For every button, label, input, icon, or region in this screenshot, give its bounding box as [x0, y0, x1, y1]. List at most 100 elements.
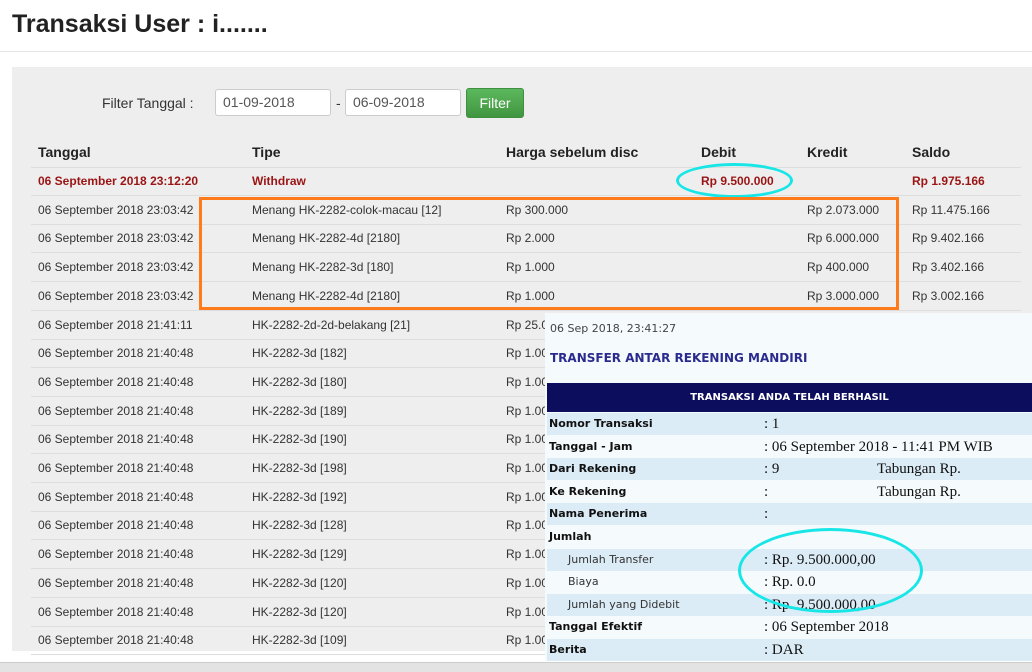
cell-tipe: Withdraw: [252, 174, 306, 188]
cell-tipe: HK-2282-3d [128]: [252, 518, 347, 533]
receipt-datetime: 06 Sep 2018, 23:41:27: [550, 322, 677, 335]
cell-tipe: HK-2282-2d-2d-belakang [21]: [252, 317, 411, 332]
receipt-label: Nama Penerima: [549, 507, 648, 521]
cell-tipe: HK-2282-3d [189]: [252, 403, 347, 418]
receipt-row: Nama Penerima:: [547, 503, 1032, 526]
table-row: 06 September 2018 21:41:11 HK-2282-2d-2d-…: [31, 311, 1021, 340]
cell-tanggal: 06 September 2018 23:03:42: [38, 260, 194, 275]
receipt-label: Jumlah yang Didebit: [568, 597, 680, 611]
scrollbar-horizontal[interactable]: [0, 662, 1032, 672]
filter-label: Filter Tanggal :: [102, 95, 194, 111]
table-row: 06 September 2018 21:40:48 HK-2282-3d [18…: [31, 397, 1021, 426]
cell-tanggal: 06 September 2018 21:40:48: [38, 547, 194, 562]
cell-harga: Rp 1.00: [506, 403, 549, 418]
table-row: 06 September 2018 21:40:48 HK-2282-3d [18…: [31, 339, 1021, 369]
cell-tanggal: 06 September 2018 21:40:48: [38, 403, 194, 418]
cell-harga: Rp 1.000: [506, 288, 555, 303]
table-row: 06 September 2018 21:40:48 HK-2282-3d [12…: [31, 598, 1021, 627]
cell-harga: Rp 1.00: [506, 461, 549, 475]
table-row: 06 September 2018 21:40:48 HK-2282-3d [12…: [31, 511, 1021, 541]
cell-tipe: Menang HK-2282-4d [2180]: [252, 288, 401, 303]
divider: [0, 51, 1032, 52]
header-harga[interactable]: Harga sebelum disc: [506, 144, 639, 160]
filter-button[interactable]: Filter: [466, 88, 524, 118]
cell-tipe: HK-2282-3d [190]: [252, 432, 347, 447]
table-header: Tanggal Tipe Harga sebelum disc Debit Kr…: [31, 138, 1021, 168]
cell-tipe: HK-2282-3d [198]: [252, 461, 347, 475]
date-from-input[interactable]: 01-09-2018: [215, 89, 331, 116]
table-row: 06 September 2018 21:40:48 HK-2282-3d [12…: [31, 540, 1021, 570]
cell-tipe: HK-2282-3d [182]: [252, 346, 347, 361]
cell-tanggal: 06 September 2018 21:40:48: [38, 489, 194, 504]
cell-harga: Rp 300.000: [506, 202, 569, 217]
table-row: 06 September 2018 23:03:42 Menang HK-2282…: [31, 224, 1021, 254]
cell-tanggal: 06 September 2018 21:40:48: [38, 604, 194, 619]
cell-saldo: Rp 11.475.166: [912, 202, 990, 217]
cell-kredit: Rp 6.000.000: [807, 231, 880, 246]
cell-saldo: Rp 3.002.166: [912, 288, 985, 303]
header-tanggal[interactable]: Tanggal: [38, 144, 91, 160]
cell-tipe: HK-2282-3d [192]: [252, 489, 347, 504]
annotation-debit-ellipse: [676, 163, 793, 198]
cell-tipe: HK-2282-3d [109]: [252, 633, 347, 648]
cell-tipe: Menang HK-2282-4d [2180]: [252, 231, 401, 246]
receipt-success-banner: TRANSAKSI ANDA TELAH BERHASIL: [547, 383, 1032, 412]
date-to-input[interactable]: 06-09-2018: [345, 89, 461, 116]
receipt-label: Ke Rekening: [549, 484, 627, 498]
cell-harga: Rp 1.00: [506, 633, 549, 648]
cell-tipe: Menang HK-2282-colok-macau [12]: [252, 202, 442, 217]
table-row: 06 September 2018 23:03:42 Menang HK-2282…: [31, 282, 1021, 311]
cell-harga: Rp 1.00: [506, 374, 549, 389]
cell-harga: Rp 1.00: [506, 432, 549, 447]
table-row: 06 September 2018 21:40:48 HK-2282-3d [19…: [31, 454, 1021, 483]
cell-saldo: Rp 1.975.166: [912, 174, 985, 188]
receipt-label: Biaya: [568, 575, 599, 589]
receipt-label: Dari Rekening: [549, 462, 637, 476]
date-separator: -: [336, 95, 341, 111]
cell-tanggal: 06 September 2018 21:40:48: [38, 346, 194, 361]
annotation-amount-ellipse: [738, 528, 923, 613]
receipt-row: Nomor Transaksi : 1: [547, 413, 1032, 435]
receipt-row: Berita: DAR: [547, 639, 1032, 661]
cell-tanggal: 06 September 2018 23:03:42: [38, 202, 194, 217]
table-row: 06 September 2018 23:03:42 Menang HK-2282…: [31, 253, 1021, 283]
receipt-label: Jumlah Transfer: [568, 552, 654, 566]
cell-harga: Rp 25.0: [506, 317, 549, 332]
table-row: 06 September 2018 21:40:48 HK-2282-3d [19…: [31, 425, 1021, 455]
page-title: Transaksi User : i.......: [12, 10, 268, 38]
cell-harga: Rp 1.00: [506, 575, 549, 590]
receipt-label: Tanggal Efektif: [549, 620, 643, 634]
cell-tanggal: 06 September 2018 23:12:20: [38, 174, 199, 188]
header-saldo[interactable]: Saldo: [912, 144, 951, 160]
receipt-value: : 9: [764, 461, 780, 478]
cell-tanggal: 06 September 2018 21:40:48: [38, 633, 194, 648]
table-row: 06 September 2018 23:12:20 Withdraw Rp 9.5…: [31, 167, 1021, 196]
cell-tanggal: 06 September 2018 23:03:42: [38, 288, 194, 303]
receipt-value: : 1: [764, 416, 780, 432]
receipt-row: Tanggal - Jam: 06 September 2018 - 11:41…: [547, 436, 1032, 458]
table-row: 06 September 2018 23:03:42 Menang HK-2282…: [31, 196, 1021, 225]
header-tipe[interactable]: Tipe: [252, 144, 281, 160]
receipt-label: Nomor Transaksi: [549, 417, 653, 430]
cell-harga: Rp 1.00: [506, 547, 549, 562]
cell-tanggal: 06 September 2018 21:40:48: [38, 461, 194, 475]
cell-tanggal: 06 September 2018 23:03:42: [38, 231, 194, 246]
receipt-label: Jumlah: [549, 530, 592, 543]
header-debit[interactable]: Debit: [701, 144, 736, 160]
receipt-account-type: Tabungan Rp.: [877, 461, 961, 478]
receipt-row: Jumlah: [547, 526, 1032, 548]
cell-tipe: HK-2282-3d [180]: [252, 374, 347, 389]
annotation-winnings-box: [199, 197, 899, 310]
cell-harga: Rp 2.000: [506, 231, 555, 246]
header-kredit[interactable]: Kredit: [807, 144, 848, 160]
receipt-value: : DAR: [764, 642, 804, 658]
receipt-row: Tanggal Efektif: 06 September 2018: [547, 616, 1032, 638]
cell-tanggal: 06 September 2018 21:40:48: [38, 575, 194, 590]
cell-harga: Rp 1.00: [506, 346, 549, 361]
cell-tanggal: 06 September 2018 21:40:48: [38, 518, 194, 533]
cell-tanggal: 06 September 2018 21:41:11: [38, 317, 193, 332]
cell-tipe: HK-2282-3d [120]: [252, 604, 347, 619]
receipt-value: :: [764, 506, 769, 523]
cell-saldo: Rp 9.402.166: [912, 231, 985, 246]
transfer-receipt-screenshot: 06 Sep 2018, 23:41:27 TRANSFER ANTAR REK…: [545, 313, 1032, 661]
